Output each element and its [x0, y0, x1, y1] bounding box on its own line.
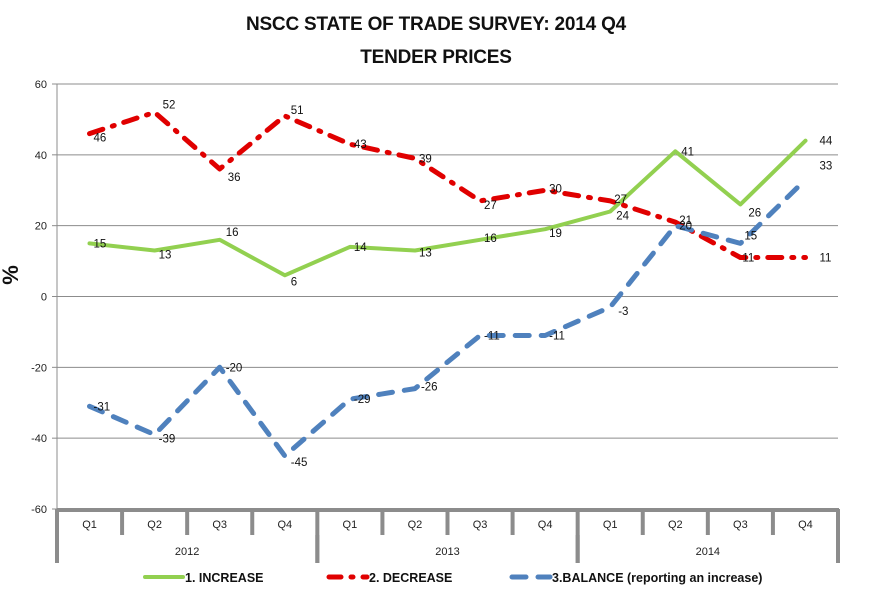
- data-label: -20: [226, 362, 243, 374]
- data-label: 16: [484, 233, 497, 245]
- x-tick-label: Q2: [147, 519, 162, 531]
- data-label: 16: [226, 227, 239, 239]
- data-label: -39: [159, 434, 176, 446]
- x-tick-label: Q3: [733, 519, 748, 531]
- x-tick-label: Q4: [798, 519, 813, 531]
- data-label: -26: [421, 382, 438, 394]
- y-tick-label: -20: [31, 362, 47, 374]
- data-label: 51: [291, 105, 304, 117]
- x-tick-label: Q4: [538, 519, 553, 531]
- y-axis: 60 40 20 0 -20 -40 -60: [31, 79, 58, 516]
- series-lines: [87, 109, 808, 459]
- y-tick-label: 0: [41, 292, 47, 304]
- x-tick-label: Q3: [473, 519, 488, 531]
- x-tick-label: Q2: [668, 519, 683, 531]
- data-label: 14: [354, 242, 367, 254]
- x-group-label: 2012: [175, 546, 199, 558]
- data-label: 19: [549, 228, 562, 240]
- data-label: 20: [679, 221, 692, 233]
- data-labels: 15 13 16 6 14 13 16 19 24 41 26 44 46 52 36 51 43 39 27 30 2…: [94, 99, 833, 469]
- data-label: 15: [94, 238, 107, 250]
- data-label: 46: [94, 133, 107, 145]
- legend-item-2: 2. DECREASE: [326, 571, 452, 585]
- x-tick-label: Q4: [277, 519, 292, 531]
- y-tick-label: 20: [35, 221, 47, 233]
- data-label: -11: [484, 330, 500, 342]
- y-axis-label: %: [0, 265, 23, 285]
- data-label: -29: [354, 394, 371, 406]
- data-label: 11: [819, 253, 831, 265]
- x-tick-label: Q3: [212, 519, 227, 531]
- data-label: 43: [354, 139, 367, 151]
- data-label: 11: [742, 253, 754, 265]
- x-tick-label: Q2: [408, 519, 423, 531]
- y-tick-label: -60: [31, 504, 47, 516]
- data-label: 27: [484, 200, 497, 212]
- data-label: 30: [549, 183, 562, 195]
- data-label: 15: [744, 230, 757, 242]
- data-label: 52: [163, 99, 176, 111]
- data-label: 41: [681, 146, 694, 158]
- data-label: 24: [616, 211, 629, 223]
- legend-label: 3.BALANCE (reporting an increase): [552, 571, 762, 585]
- data-label: 39: [419, 153, 432, 165]
- data-label: 13: [159, 249, 172, 261]
- data-label: 13: [419, 247, 432, 259]
- legend: 1. INCREASE 2. DECREASE 3.BALANCE (reporti…: [143, 571, 762, 585]
- data-label: -45: [291, 457, 308, 469]
- series-line-1: [87, 138, 808, 278]
- y-tick-label: -40: [31, 433, 47, 445]
- x-tick-label: Q1: [343, 519, 358, 531]
- data-label: 44: [819, 136, 832, 148]
- x-group-label: 2013: [435, 546, 459, 558]
- y-tick-label: 60: [35, 79, 47, 91]
- data-label: -3: [618, 306, 628, 318]
- series-line-2: [87, 109, 808, 260]
- legend-item-3: 3.BALANCE (reporting an increase): [509, 571, 762, 585]
- chart-title: NSCC STATE OF TRADE SURVEY: 2014 Q4: [245, 14, 627, 35]
- y-tick-label: 40: [35, 150, 47, 162]
- legend-item-1: 1. INCREASE: [143, 571, 264, 585]
- legend-label: 2. DECREASE: [369, 571, 452, 585]
- data-label: 6: [291, 276, 297, 288]
- data-label: 26: [748, 207, 761, 219]
- gridlines: [57, 83, 838, 439]
- x-group-label: 2014: [696, 546, 720, 558]
- data-label: 21: [679, 215, 692, 227]
- x-axis: Q1 Q2 Q3 Q4 Q1 Q2 Q3 Q4 Q1 Q2 Q3 Q4 2012 2013 2014: [55, 508, 840, 563]
- data-label: 36: [228, 172, 241, 184]
- data-label: 27: [614, 194, 627, 206]
- chart-subtitle: TENDER PRICES: [360, 47, 512, 68]
- data-label: 33: [819, 161, 832, 173]
- legend-label: 1. INCREASE: [185, 571, 264, 585]
- x-tick-label: Q1: [603, 519, 618, 531]
- series-line-3: [87, 177, 808, 459]
- x-tick-label: Q1: [82, 519, 97, 531]
- data-label: -11: [549, 330, 565, 342]
- data-label: -31: [94, 401, 111, 413]
